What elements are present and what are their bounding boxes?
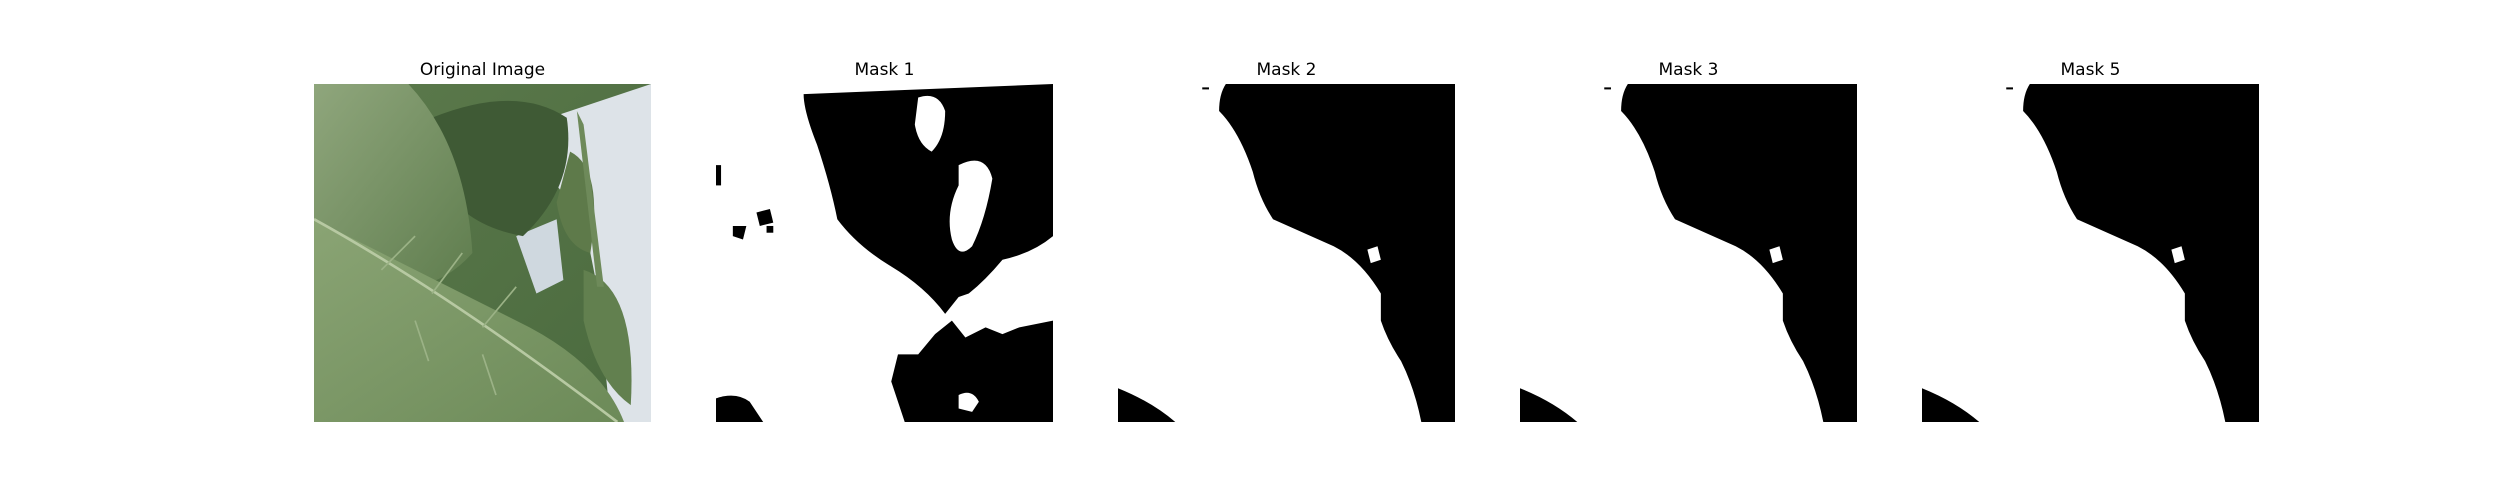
panel-title-mask-1: Mask 1: [854, 60, 915, 80]
panel-title-original-image: Original Image: [419, 60, 546, 80]
mask-speck: [1604, 87, 1611, 90]
panel-title-mask-5: Mask 5: [2060, 60, 2121, 80]
leaf-veins: [380, 235, 517, 396]
mask-5: [1922, 84, 2259, 422]
mask-hole: [2171, 246, 2185, 264]
mask-3-image: [1520, 84, 1857, 422]
top-left-leaf: [314, 84, 473, 287]
mask-background-region: [1219, 84, 1455, 422]
sky-area: [516, 219, 564, 294]
mask-2: [1118, 84, 1455, 422]
right-leaf-lower: [583, 269, 632, 406]
mask-speck: [766, 225, 774, 233]
mask-1-image: [716, 84, 1053, 422]
mask-speck: [756, 209, 774, 226]
mask-background-region: [803, 84, 1053, 314]
mask-background-region: [716, 395, 764, 422]
leaf-photo: [314, 84, 651, 422]
mask-background-region: [1621, 84, 1857, 422]
panel-title-mask-3: Mask 3: [1658, 60, 1719, 80]
mask-hole: [1367, 246, 1381, 264]
stem: [576, 111, 604, 287]
mask-2-image: [1118, 84, 1455, 422]
mask-background-region: [1520, 388, 1578, 422]
large-leaf: [314, 219, 625, 422]
mask-speck: [732, 225, 747, 240]
mask-background-region: [1118, 388, 1176, 422]
leaf-vein: [314, 218, 619, 422]
dark-leaf: [431, 100, 569, 237]
mask-hole: [949, 160, 993, 252]
mask-hole: [958, 392, 979, 412]
mask-background-region: [891, 320, 1053, 422]
mask-speck: [1202, 87, 1209, 90]
mask-speck: [716, 165, 722, 186]
mask-hole: [1769, 246, 1783, 264]
mask-background-region: [1922, 388, 1980, 422]
panel-title-mask-2: Mask 2: [1256, 60, 1317, 80]
mask-3: [1520, 84, 1857, 422]
mask-5-image: [1922, 84, 2259, 422]
mask-1: [716, 84, 1053, 422]
original-image: [314, 84, 651, 422]
mask-background-region: [2023, 84, 2259, 422]
mask-speck: [2006, 87, 2013, 90]
mask-hole: [914, 95, 946, 152]
